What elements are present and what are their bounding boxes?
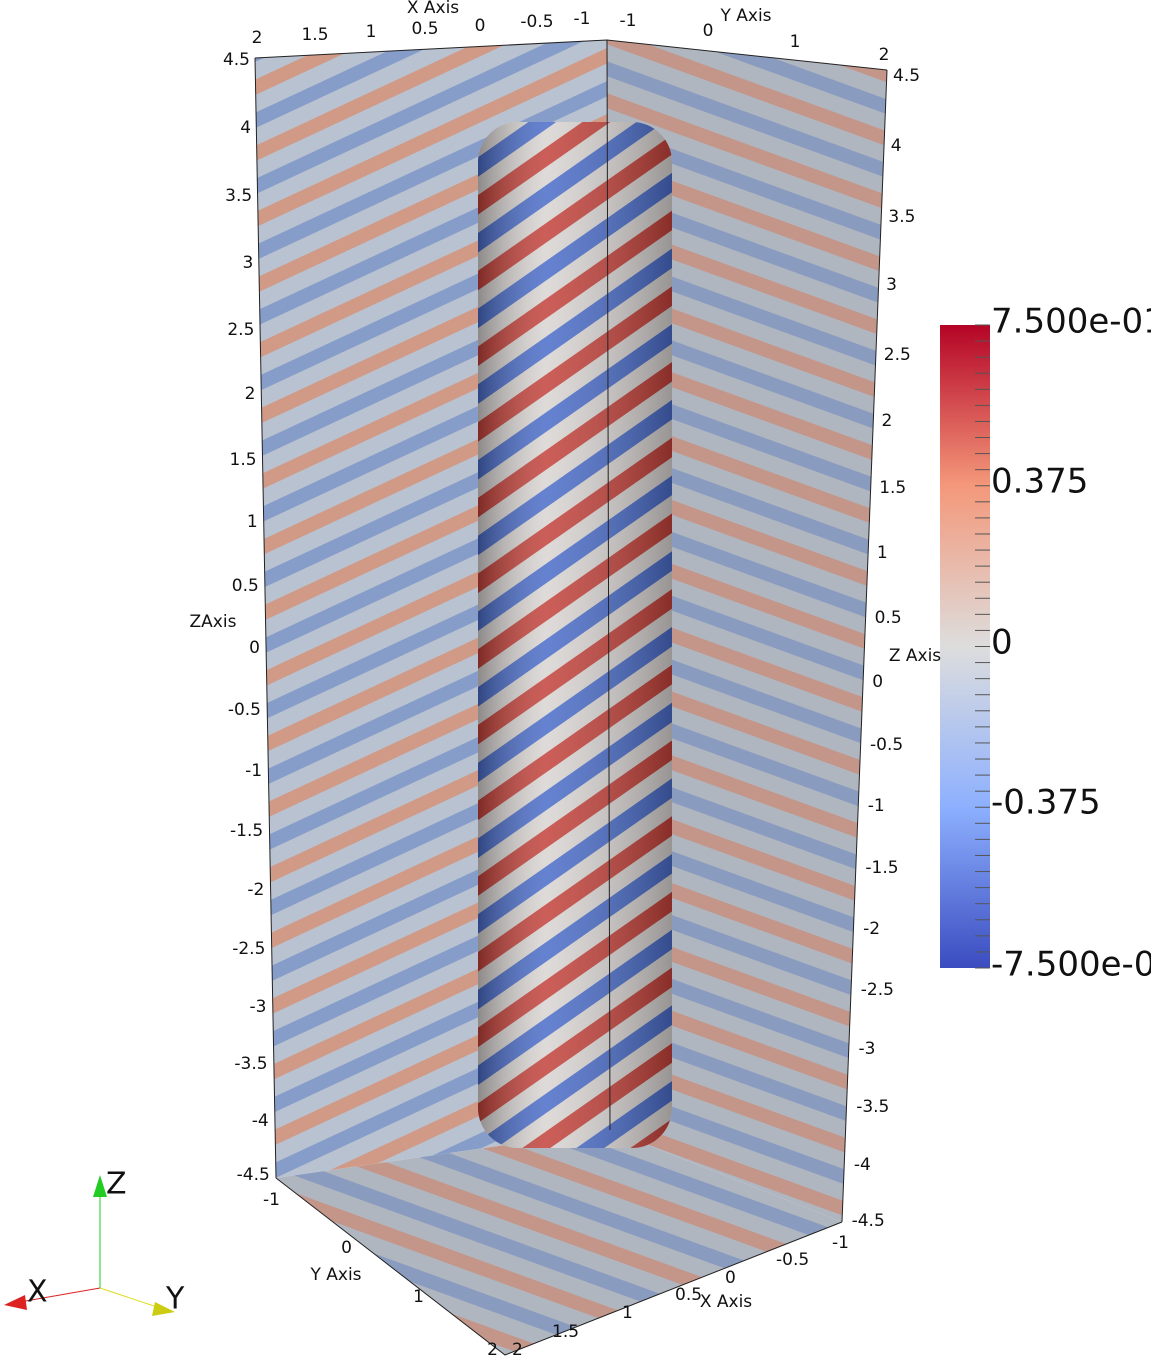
tick-label: -1 — [868, 796, 885, 816]
tick-label: 4.5 — [893, 66, 920, 86]
tick-label: 3.5 — [225, 186, 252, 206]
color-bar-label: -7.500e-01 — [991, 945, 1151, 985]
tick-label: 1 — [366, 22, 377, 42]
tick-label: 0 — [872, 672, 883, 692]
tick-label: 2 — [487, 1340, 498, 1359]
tick-label: 4 — [891, 136, 902, 156]
tick-label: -2 — [863, 919, 880, 939]
axis-title: X Axis — [407, 0, 459, 18]
tick-label: 2 — [245, 384, 256, 404]
tick-label: -1 — [832, 1233, 849, 1253]
tick-label: -1 — [245, 761, 262, 781]
tick-label: -1 — [574, 9, 591, 29]
tick-label: 3 — [886, 275, 897, 295]
tick-label: -4 — [252, 1111, 269, 1131]
color-bar-label: 7.500e-01 — [991, 302, 1151, 342]
tick-label: 4.5 — [223, 50, 250, 70]
tick-label: 1 — [622, 1303, 633, 1323]
tick-label: 1.5 — [230, 450, 257, 470]
tick-label: -0.5 — [520, 12, 553, 32]
tick-label: -4.5 — [237, 1165, 270, 1185]
tick-label: 2 — [882, 411, 893, 431]
axis-title: ZAxis — [190, 612, 237, 632]
axes-frame — [254, 39, 888, 1356]
tick-label: -0.5 — [228, 700, 261, 720]
tick-label: -1 — [620, 11, 637, 31]
tick-label: 1 — [247, 512, 258, 532]
color-bar-label: 0 — [991, 623, 1013, 663]
tick-label: -0.5 — [776, 1250, 809, 1270]
tick-label: 0 — [475, 16, 486, 36]
color-bar-label: 0.375 — [991, 462, 1088, 502]
floor — [276, 1130, 842, 1355]
tick-label: 0.5 — [232, 576, 259, 596]
tick-label: -3 — [250, 997, 267, 1017]
orientation-label: X — [27, 1275, 48, 1310]
tick-label: -2.5 — [861, 980, 894, 1000]
tick-label: 1 — [790, 32, 801, 52]
color-bar-label: -0.375 — [991, 783, 1101, 823]
tick-label: -3.5 — [234, 1054, 267, 1074]
axis-title: Y Axis — [719, 6, 771, 26]
tick-label: -2 — [247, 880, 264, 900]
tick-label: 2.5 — [884, 345, 911, 365]
tick-label: 0 — [341, 1238, 352, 1258]
tick-label: 2 — [512, 1340, 523, 1359]
tick-label: -3.5 — [856, 1097, 889, 1117]
tick-label: 2.5 — [227, 320, 254, 340]
tick-label: -0.5 — [870, 735, 903, 755]
tick-label: 0.5 — [411, 19, 438, 39]
tick-label: 1.5 — [552, 1322, 579, 1342]
tick-label: -2.5 — [232, 939, 265, 959]
cylinder-shading — [478, 122, 672, 1148]
tick-label: 1.5 — [301, 25, 328, 45]
tick-label: 0 — [249, 638, 260, 658]
tick-label: -1 — [263, 1190, 280, 1210]
tick-label: 4 — [240, 118, 251, 138]
tick-label: -4 — [854, 1155, 871, 1175]
orientation-label: Z — [106, 1167, 127, 1202]
color-bar-ticks — [975, 324, 990, 969]
axis-title: Y Axis — [309, 1265, 361, 1285]
tick-label: 0 — [725, 1268, 736, 1288]
tick-label: 1 — [877, 543, 888, 563]
axis-title: X Axis — [700, 1292, 752, 1312]
tick-label: -3 — [859, 1039, 876, 1059]
tick-label: 1 — [413, 1287, 424, 1307]
back-right-wall — [607, 40, 887, 1222]
orientation-label: Y — [165, 1282, 185, 1317]
tick-label: 0 — [703, 21, 714, 41]
tick-label: -4.5 — [852, 1211, 885, 1231]
tick-label: 3.5 — [888, 207, 915, 227]
tick-label: 3 — [242, 253, 253, 273]
tick-label: -1.5 — [230, 821, 263, 841]
tick-label: 2 — [879, 45, 890, 65]
tick-label: -1.5 — [865, 858, 898, 878]
orientation-axes — [4, 1175, 175, 1316]
tick-label: 0.5 — [675, 1285, 702, 1305]
axis-title: Z Axis — [889, 646, 941, 666]
tick-label: 0.5 — [875, 608, 902, 628]
tick-label: 2 — [252, 28, 263, 48]
tick-label: 1.5 — [879, 478, 906, 498]
